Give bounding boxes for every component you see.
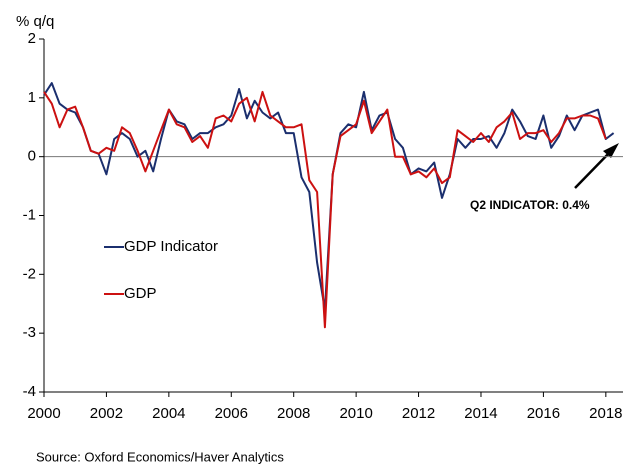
- x-tick-label: 2000: [27, 405, 60, 422]
- series-line: [43, 82, 615, 311]
- x-tick-label: 2008: [277, 405, 310, 422]
- x-tick-label: 2014: [464, 405, 497, 422]
- legend-label: GDP Indicator: [124, 238, 218, 255]
- y-tick-label: -1: [23, 206, 36, 223]
- annotation: Q2 INDICATOR: 0.4%: [470, 198, 590, 212]
- x-tick-label: 2002: [90, 405, 123, 422]
- y-tick-label: -3: [23, 324, 36, 341]
- y-tick-label: -4: [23, 383, 36, 400]
- y-tick-label: 1: [28, 89, 36, 106]
- source: Source: Oxford Economics/Haver Analytics: [36, 449, 284, 464]
- y-tick-label: 2: [28, 30, 36, 47]
- y-tick-label: -2: [23, 265, 36, 282]
- legend-label: GDP: [124, 285, 157, 302]
- y-tick-label: 0: [28, 148, 36, 165]
- x-tick-label: 2016: [527, 405, 560, 422]
- x-tick-label: 2012: [402, 405, 435, 422]
- annotation-arrowhead: [603, 143, 619, 158]
- series-line: [43, 90, 607, 329]
- x-tick-label: 2018: [589, 405, 622, 422]
- x-tick-label: 2010: [339, 405, 372, 422]
- x-tick-label: 2004: [152, 405, 185, 422]
- annotation-arrow: [574, 149, 613, 189]
- x-tick-label: 2006: [215, 405, 248, 422]
- y-axis-label: % q/q: [16, 13, 54, 30]
